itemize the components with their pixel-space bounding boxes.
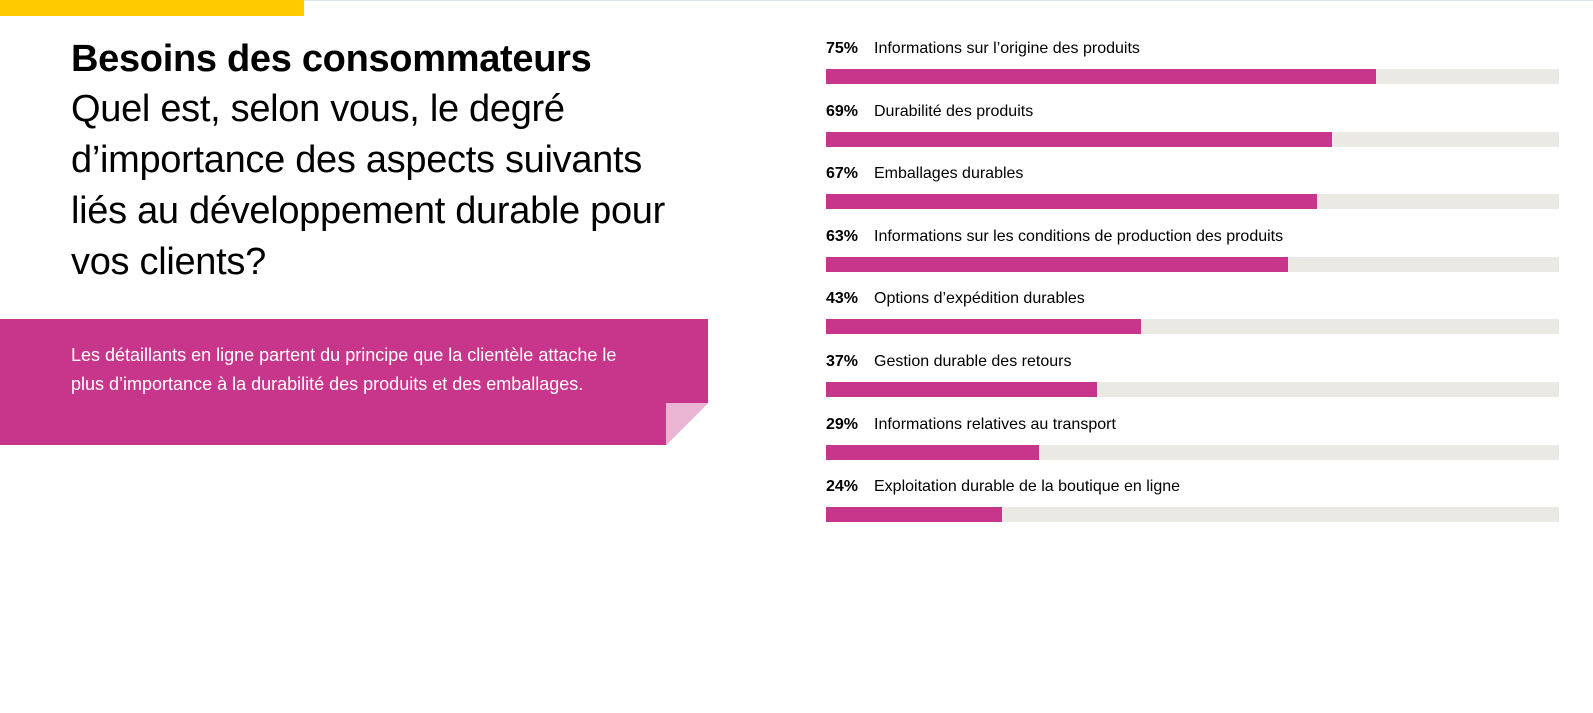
bar <box>826 256 1288 272</box>
folded-corner-icon <box>666 403 708 445</box>
chart-row: 37% Gestion durable des retours <box>826 349 1559 412</box>
bar <box>826 131 1332 147</box>
callout-shape <box>0 319 708 445</box>
bar-value-label: 69% <box>826 102 859 120</box>
bar-track <box>826 131 1559 147</box>
bar-track <box>826 444 1559 460</box>
bar-label: 24% Exploitation durable de la boutique e… <box>826 476 1180 498</box>
bar-value-label: 63% <box>826 227 859 245</box>
chart-row: 24% Exploitation durable de la boutique e… <box>826 474 1559 537</box>
bar-category-label: Exploitation durable de la boutique en l… <box>874 478 1181 496</box>
bar-label: 69% Durabilité des produits <box>826 101 1033 123</box>
bar-label: 29% Informations relatives au transport <box>826 414 1116 436</box>
bar-track <box>826 381 1559 397</box>
intro-panel: Besoins des consommateurs Quel est, selo… <box>71 36 711 288</box>
chart-row: 63% Informations sur les conditions de pr… <box>826 224 1559 287</box>
bar-track <box>826 507 1559 523</box>
callout-text: Les détaillants en ligne partent du prin… <box>71 345 617 394</box>
bar-track <box>826 256 1559 272</box>
page-title: Besoins des consommateurs <box>71 38 592 80</box>
bar-category-label: Gestion durable des retours <box>874 352 1072 370</box>
bar-category-label: Durabilité des produits <box>874 102 1034 120</box>
bar <box>826 381 1098 397</box>
chart-row: 43% Options d’expédition durables <box>826 286 1559 349</box>
bar <box>826 69 1376 84</box>
chart-row: 69% Durabilité des produits <box>826 99 1559 162</box>
chart-row: 67% Emballages durables <box>826 161 1559 224</box>
callout-background <box>0 319 708 445</box>
bar-category-label: Informations relatives au transport <box>874 415 1116 433</box>
bar <box>826 194 1318 210</box>
bar-label: 75% Informations sur l’origine des produi… <box>826 38 1140 60</box>
bar-value-label: 67% <box>826 165 859 183</box>
bar <box>826 319 1142 335</box>
bar-label: 67% Emballages durables <box>826 163 1023 185</box>
bar-category-label: Emballages durables <box>874 165 1024 183</box>
bar-value-label: 75% <box>826 40 859 57</box>
top-rule <box>0 0 1593 1</box>
bar <box>826 507 1002 523</box>
accent-bar <box>0 0 304 16</box>
bar-label: 37% Gestion durable des retours <box>826 351 1071 373</box>
bar-track <box>826 194 1559 210</box>
bar-value-label: 29% <box>826 415 859 433</box>
callout-banner: Les détaillants en ligne partent du prin… <box>0 319 708 445</box>
chart-row: 29% Informations relatives au transport <box>826 412 1559 475</box>
chart-row: 75% Informations sur l’origine des produi… <box>826 36 1559 99</box>
bar <box>826 444 1039 460</box>
bar-label: 63% Informations sur les conditions de pr… <box>826 226 1283 248</box>
bar-track <box>826 69 1559 84</box>
bar-category-label: Informations sur les conditions de produ… <box>874 227 1284 245</box>
bar-category-label: Informations sur l’origine des produits <box>874 40 1140 57</box>
bar-track <box>826 319 1559 335</box>
survey-question: Quel est, selon vous, le degré d’importa… <box>71 88 665 283</box>
bar-label: 43% Options d’expédition durables <box>826 288 1085 310</box>
bar-value-label: 43% <box>826 290 859 308</box>
bar-chart: 75% Informations sur l’origine des produi… <box>826 36 1559 537</box>
bar-value-label: 37% <box>826 352 859 370</box>
bar-category-label: Options d’expédition durables <box>874 290 1085 308</box>
bar-value-label: 24% <box>826 478 859 496</box>
